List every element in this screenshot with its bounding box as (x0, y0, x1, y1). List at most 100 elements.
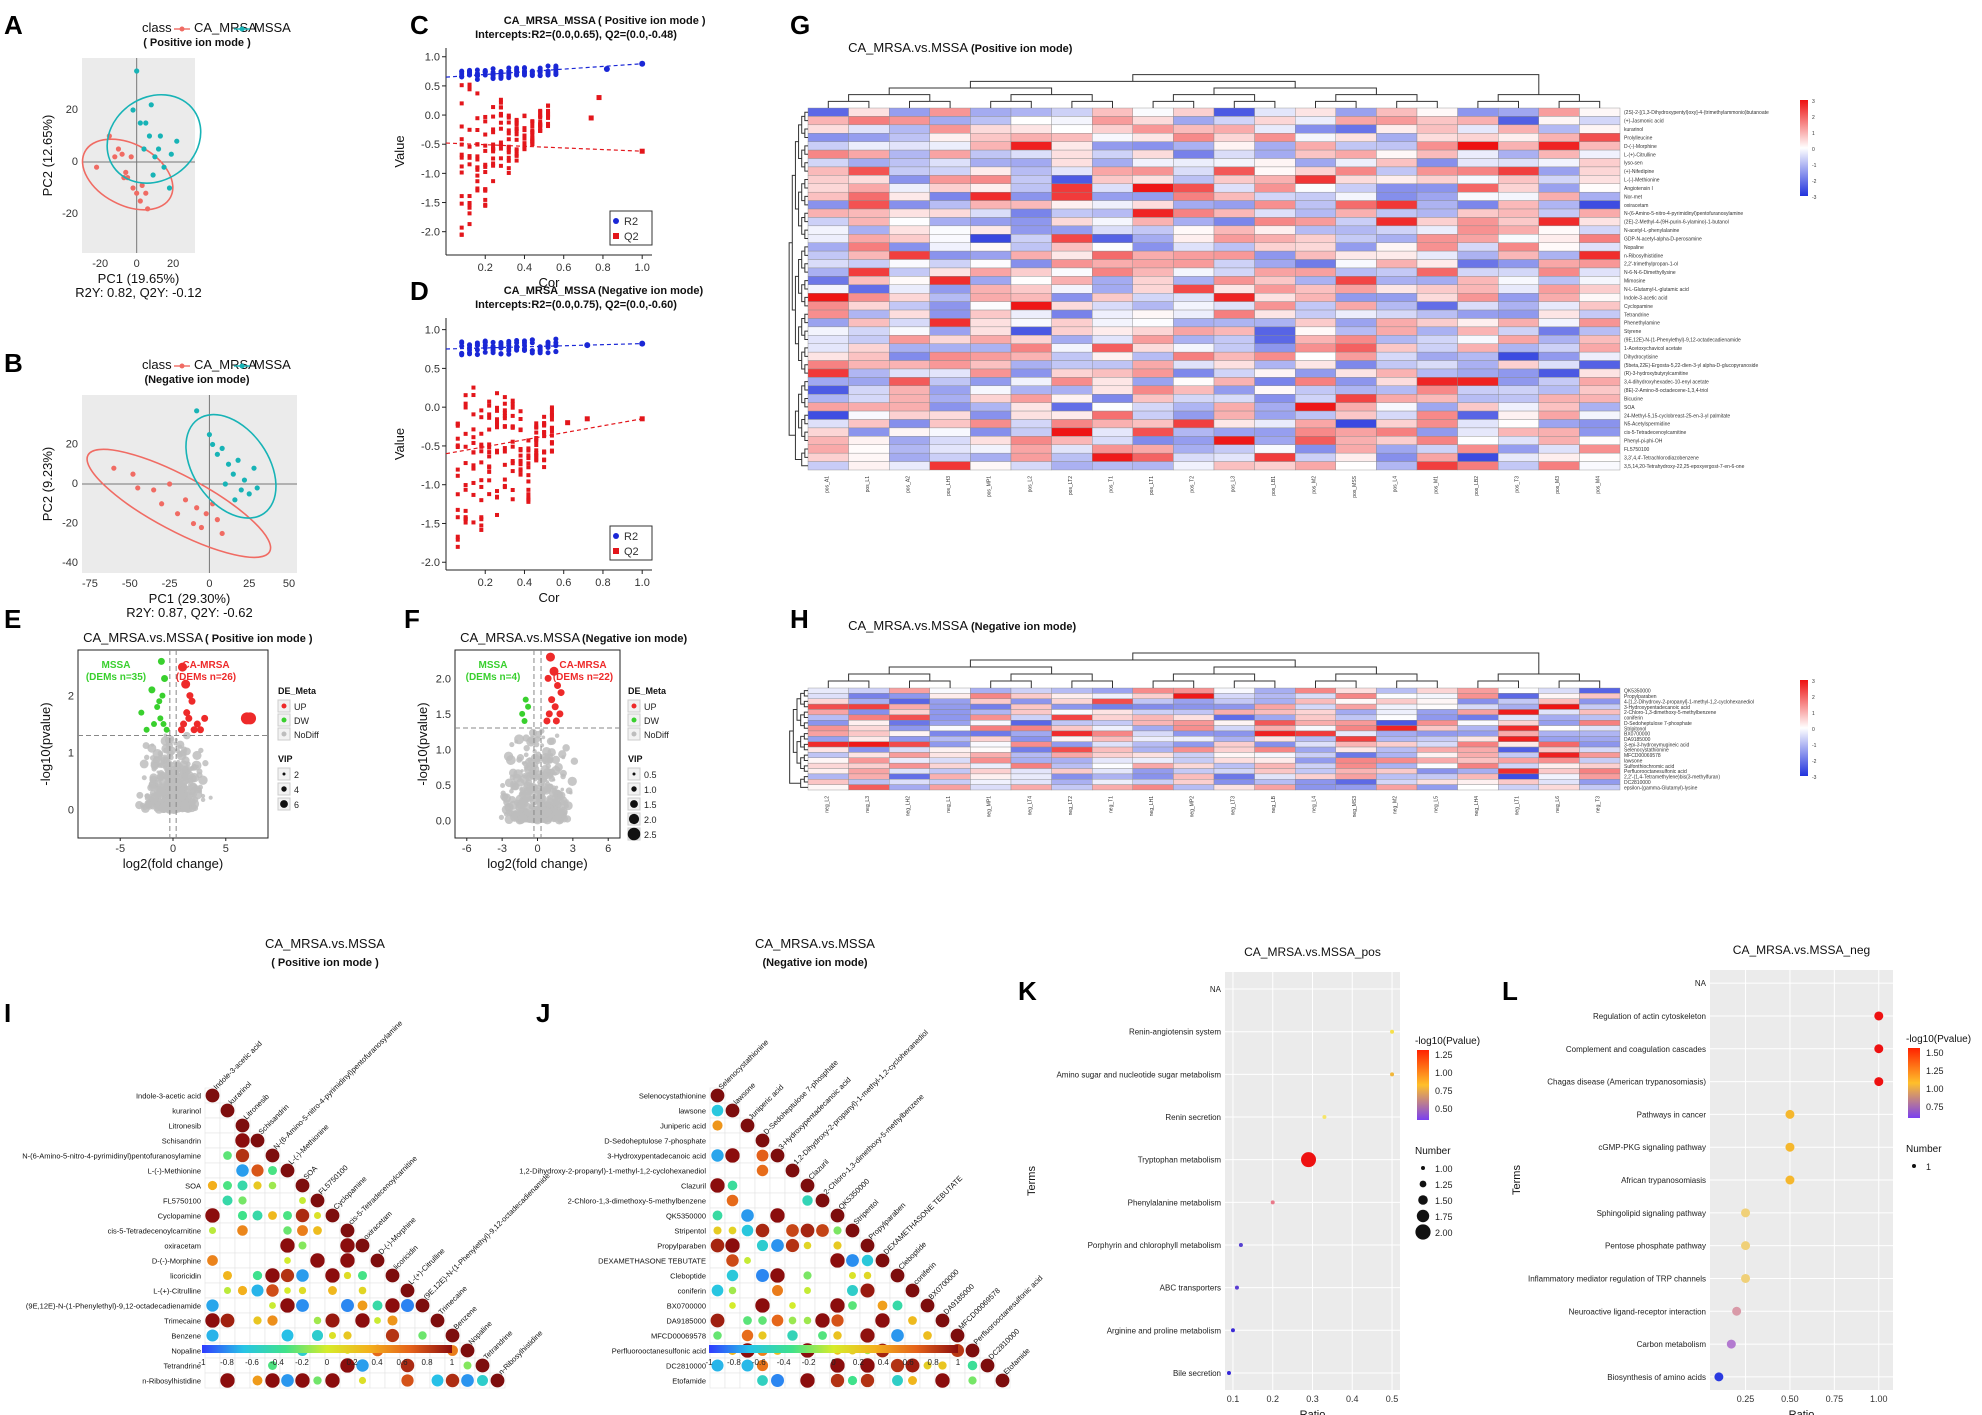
colorbar-tick-label: 0 (831, 1358, 836, 1367)
heatmap-cell (1457, 175, 1499, 184)
heatmap-cell (1538, 276, 1580, 285)
heatmap-cell (1173, 343, 1215, 353)
row-label: Cleboptide (670, 1272, 706, 1281)
heatmap-cell (889, 343, 931, 353)
correlation-cell (309, 1237, 326, 1254)
dendrogram-branch (800, 757, 805, 770)
correlation-cell (739, 1372, 756, 1389)
q2-point (467, 84, 472, 89)
q2-point (526, 499, 531, 504)
heatmap-cell (848, 107, 890, 117)
term-label: Biosynthesis of amino acids (1607, 1373, 1706, 1382)
q2-point (506, 150, 511, 155)
dendrogram-branch (969, 80, 1296, 88)
row-label: N-acetyl-L-phenylalanine (1624, 228, 1680, 234)
heatmap-cell (1497, 250, 1539, 260)
heatmap-cell (1497, 335, 1539, 344)
heatmap-cell (1416, 351, 1458, 361)
diagonal-label: lawsone (732, 1081, 758, 1107)
heatmap-cell (1335, 301, 1377, 311)
nodiff-point (508, 795, 516, 804)
y-tick-label: 20 (66, 438, 78, 450)
correlation-dot (282, 1210, 293, 1221)
heatmap-cell (1254, 698, 1296, 705)
correlation-dot (328, 1331, 337, 1340)
heatmap-cell (1497, 757, 1539, 764)
heatmap-cell (1294, 175, 1336, 184)
heatmap-cell (1254, 200, 1296, 210)
heatmap-cell (1376, 141, 1418, 151)
correlation-cell (919, 1372, 936, 1389)
heatmap-cell (1416, 183, 1458, 193)
heatmap-cell (1091, 234, 1133, 243)
chart-title: CA_MRSA.vs.MSSA (265, 936, 385, 951)
correlation-cell (339, 1282, 356, 1299)
q2-point (483, 148, 488, 153)
heatmap-cell (1051, 259, 1093, 269)
correlation-cell (739, 1132, 756, 1149)
heatmap-cell (889, 394, 931, 403)
dendrogram-branch (1396, 100, 1438, 108)
legend-swatch-point (239, 26, 245, 32)
heatmap-cell (1294, 736, 1336, 742)
dendrogram-branch (803, 743, 808, 751)
heatmap-cell (1132, 116, 1174, 126)
heatmap-cell (1579, 452, 1621, 462)
correlation-dot (356, 1359, 369, 1372)
heatmap-cell (889, 762, 931, 769)
y-tick-label: -0.5 (421, 139, 440, 151)
q2-point (530, 124, 535, 129)
correlation-dot (712, 1210, 723, 1221)
correlation-dot (235, 1148, 250, 1163)
heatmap-cell (1335, 714, 1377, 721)
correlation-cell (769, 1297, 786, 1314)
sample-point (143, 190, 149, 196)
heatmap-cell (1497, 773, 1539, 780)
row-label: 3,4-dihydroxyhexadec-10-enyl acetate (1624, 380, 1709, 386)
q2-point (471, 480, 476, 485)
nodiff-point (178, 752, 182, 756)
q2-point (534, 439, 539, 444)
legend-box (609, 525, 653, 561)
heatmap-cell (1213, 419, 1255, 429)
heatmap-cell (1376, 217, 1418, 227)
heatmap-cell (1254, 709, 1296, 716)
heatmap-cell (1538, 779, 1580, 785)
correlation-dot (905, 1283, 920, 1298)
dendrogram-branch (804, 128, 808, 138)
heatmap-cell (1497, 293, 1539, 302)
dendrogram-branch (800, 778, 808, 788)
q2-point (526, 465, 531, 470)
heatmap-cell (970, 757, 1012, 764)
legend-r2-label: R2 (624, 216, 638, 228)
heatmap-cell (1051, 377, 1093, 387)
dendrogram-branch (804, 414, 808, 425)
heatmap-cell (848, 166, 890, 176)
q2-point (471, 427, 476, 432)
q2-point (510, 469, 515, 474)
heatmap-cell (1335, 394, 1377, 403)
dendrogram-branch (990, 680, 1032, 688)
r2-point (459, 350, 465, 356)
heatmap-cell (1132, 693, 1174, 699)
q2-point (498, 105, 503, 110)
row-label: N-(6-Amino-5-nitro-4-pyrimidinyl)pentofu… (22, 1152, 201, 1161)
heatmap-cell (1294, 234, 1336, 243)
up-point (556, 710, 564, 718)
heatmap-cell (1294, 116, 1336, 126)
heatmap-cell (1538, 200, 1580, 210)
heatmap-cell (1497, 234, 1539, 243)
nodiff-point (560, 787, 565, 792)
heatmap-cell (1010, 784, 1052, 791)
nodiff-point (183, 782, 187, 786)
heatmap-cell (1010, 225, 1052, 235)
heatmap-cell (1335, 250, 1377, 260)
heatmap-cell (1538, 107, 1580, 117)
row-label: Phenethylamine (1624, 321, 1660, 327)
nodiff-point (158, 771, 163, 776)
heatmap-cell (848, 730, 890, 737)
heatmap-cell (848, 309, 890, 319)
correlation-dot (728, 1226, 737, 1235)
up-point (181, 679, 191, 689)
heatmap-cell (1173, 368, 1215, 378)
